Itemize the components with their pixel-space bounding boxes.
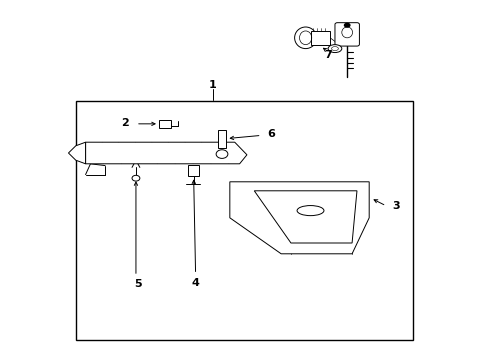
Polygon shape [68,142,85,164]
Polygon shape [85,142,246,164]
Ellipse shape [327,45,341,53]
Bar [217,130,226,148]
Text: 5: 5 [134,279,142,289]
Text: 3: 3 [391,201,399,211]
Bar [76,101,412,340]
Circle shape [132,175,140,181]
Ellipse shape [294,27,316,49]
Text: 2: 2 [121,118,128,128]
Bar [159,120,171,128]
Text: 7: 7 [323,50,331,60]
Bar [188,165,199,176]
Bar [310,31,329,45]
Text: 4: 4 [191,278,199,288]
Text: 1: 1 [208,80,216,90]
Circle shape [343,23,350,28]
Circle shape [216,150,227,158]
Polygon shape [229,182,368,254]
Text: 6: 6 [267,129,275,139]
FancyBboxPatch shape [334,23,359,46]
